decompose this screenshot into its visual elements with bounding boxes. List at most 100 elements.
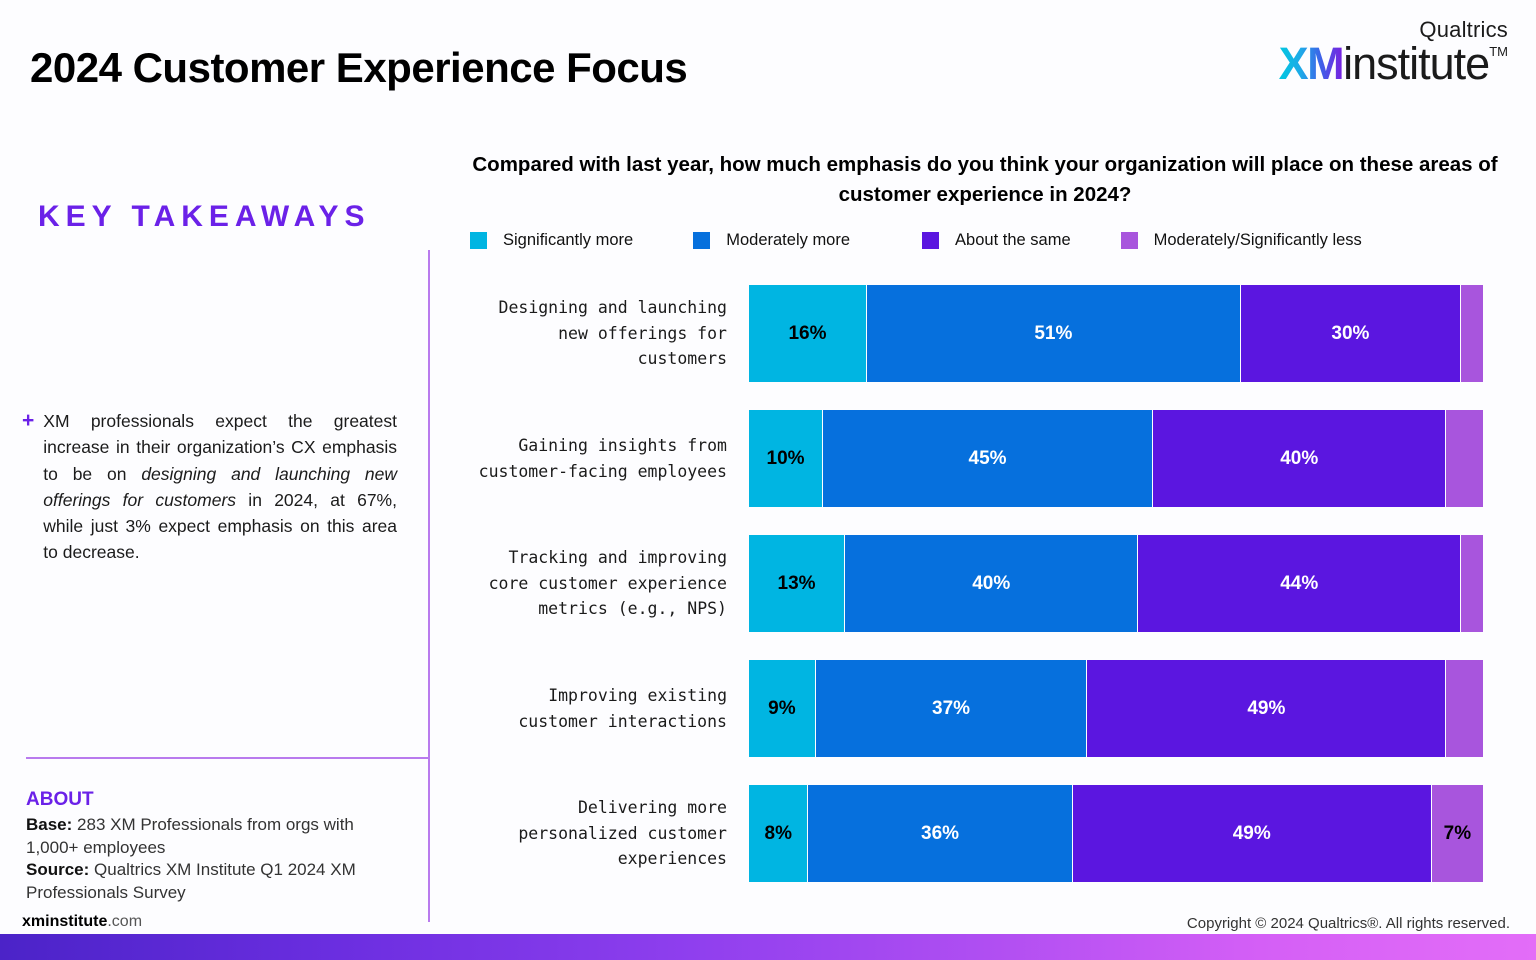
- bar-segment[interactable]: 49%: [1072, 785, 1432, 882]
- bar-segment-value: 8%: [764, 822, 792, 844]
- bar-segment-value: 40%: [1280, 447, 1319, 469]
- bar-segment-value: 10%: [766, 447, 805, 469]
- legend-item-1[interactable]: Moderately more: [693, 231, 850, 250]
- bar-segment[interactable]: 37%: [815, 660, 1088, 757]
- stacked-bar: 13% 40% 44%: [749, 535, 1484, 632]
- chart-row-label-line: customer-facing employees: [478, 461, 727, 481]
- stacked-bar: 8% 36% 49% 7%: [749, 785, 1483, 882]
- copyright-text: Copyright © 2024 Qualtrics®. All rights …: [1186, 915, 1510, 932]
- bar-segment-value: 16%: [788, 322, 827, 344]
- bar-segment-value: 49%: [1232, 822, 1271, 844]
- chart-row-label-line: Gaining insights from: [518, 435, 727, 455]
- chart-row-label: Designing and launching new offerings for…: [440, 285, 737, 382]
- chart-row: Tracking and improving core customer expe…: [440, 535, 1500, 660]
- chart-row: Improving existing customer interactions 9…: [440, 660, 1500, 785]
- bar-segment[interactable]: 40%: [1153, 410, 1447, 507]
- chart-row-label-line: Delivering more: [577, 798, 727, 818]
- bar-segment[interactable]: 8%: [749, 785, 809, 882]
- bar-segment[interactable]: [1446, 410, 1483, 507]
- chart-bar-rows: Designing and launching new offerings for…: [440, 285, 1500, 910]
- chart-row: Delivering more personalized customer expe…: [440, 785, 1500, 910]
- plus-icon: +: [22, 409, 35, 432]
- bar-segment-value: 49%: [1247, 697, 1286, 719]
- bar-segment-value: 44%: [1280, 572, 1319, 594]
- takeaway-part-2: in 2024, at 67%, while just 3% expect em…: [43, 489, 397, 563]
- xm-institute-logo: Qualtrics XM institute TM: [1279, 18, 1508, 86]
- bar-segment[interactable]: 40%: [845, 535, 1139, 632]
- about-source-label: Source:: [26, 860, 90, 880]
- website-link[interactable]: xminstitute.com: [22, 913, 142, 931]
- chart-row-label-line: personalized customer: [518, 823, 727, 843]
- chart-row-label-line: core customer experience: [488, 573, 727, 593]
- about-base-value: 283 XM Professionals from orgs with 1,00…: [26, 815, 354, 857]
- page-title: 2024 Customer Experience Focus: [30, 44, 688, 91]
- chart-question-title: Compared with last year, how much emphas…: [472, 153, 1498, 207]
- bar-segment[interactable]: 7%: [1431, 785, 1483, 882]
- bar-segment[interactable]: [1461, 285, 1483, 382]
- stacked-bar: 10% 45% 40%: [749, 410, 1483, 507]
- legend-swatch-icon: [693, 232, 711, 249]
- bar-segment[interactable]: 16%: [749, 285, 867, 382]
- chart-row-label-line: Improving existing: [548, 685, 727, 705]
- logo-trademark-icon: TM: [1489, 44, 1508, 60]
- takeaway-part-1: XM professionals expect the greatest inc…: [43, 411, 397, 484]
- legend-label: Moderately more: [726, 231, 851, 249]
- bar-segment-value: 30%: [1331, 322, 1370, 344]
- chart-row-label: Delivering more personalized customer expe…: [440, 785, 737, 882]
- vertical-divider: [428, 250, 430, 922]
- legend-item-0[interactable]: Significantly more: [470, 231, 633, 250]
- bar-segment-value: 45%: [968, 447, 1007, 469]
- key-takeaway-item: + XM professionals expect the greatest i…: [22, 408, 397, 566]
- bar-segment[interactable]: 51%: [866, 285, 1241, 382]
- stacked-bar: 9% 37% 49%: [749, 660, 1483, 757]
- bar-segment[interactable]: 13%: [749, 535, 846, 632]
- chart-row-label-line: metrics (e.g., NPS): [538, 599, 727, 619]
- bar-segment[interactable]: 9%: [749, 660, 816, 757]
- about-source-line: Source: Qualtrics XM Institute Q1 2024 X…: [26, 859, 401, 904]
- chart-row-label-line: Designing and launching: [498, 298, 727, 318]
- legend-label: Moderately/Significantly less: [1153, 231, 1362, 249]
- bar-segment[interactable]: [1461, 535, 1484, 632]
- chart-row-label: Tracking and improving core customer expe…: [440, 535, 737, 632]
- website-tld: .com: [107, 913, 143, 930]
- legend-swatch-icon: [922, 232, 940, 249]
- website-name: xminstitute: [22, 913, 108, 930]
- bar-segment[interactable]: 10%: [749, 410, 824, 507]
- chart-row: Gaining insights from customer-facing emp…: [440, 410, 1500, 535]
- takeaway-emphasis: designing and launching new offerings fo…: [43, 463, 397, 510]
- bar-segment-value: 7%: [1443, 822, 1472, 844]
- chart-row-label-line: experiences: [617, 849, 727, 869]
- footer-gradient-bar: [0, 934, 1536, 960]
- chart-row-label-line: customer interactions: [518, 711, 727, 731]
- about-heading: ABOUT: [26, 789, 94, 810]
- bar-segment-value: 37%: [932, 697, 971, 719]
- key-takeaway-text: XM professionals expect the greatest inc…: [43, 408, 397, 566]
- chart-row-label: Improving existing customer interactions: [440, 660, 737, 757]
- bar-segment-value: 13%: [777, 572, 816, 594]
- key-takeaways-heading: KEY TAKEAWAYS: [38, 200, 371, 233]
- legend-label: About the same: [955, 231, 1071, 249]
- chart-row-label-line: customers: [637, 349, 727, 369]
- bar-segment-value: 9%: [768, 697, 796, 719]
- legend-item-2[interactable]: About the same: [922, 231, 1071, 250]
- horizontal-divider: [26, 757, 429, 759]
- chart-legend: Significantly more Moderately more About t…: [470, 231, 1480, 250]
- bar-segment-value: 40%: [972, 572, 1011, 594]
- logo-brand-text: Qualtrics: [1419, 17, 1508, 42]
- legend-item-3[interactable]: Moderately/Significantly less: [1120, 231, 1362, 250]
- bar-segment[interactable]: 44%: [1138, 535, 1462, 632]
- bar-segment[interactable]: 36%: [808, 785, 1073, 882]
- stacked-bar: 16% 51% 30%: [749, 285, 1483, 382]
- bar-segment[interactable]: [1446, 660, 1483, 757]
- legend-label: Significantly more: [503, 231, 634, 249]
- bar-segment[interactable]: 45%: [823, 410, 1154, 507]
- bar-segment[interactable]: 49%: [1087, 660, 1447, 757]
- bar-segment[interactable]: 30%: [1240, 285, 1462, 382]
- bar-segment-value: 51%: [1034, 322, 1073, 344]
- chart-row: Designing and launching new offerings for…: [440, 285, 1500, 410]
- logo-institute-text: institute: [1343, 38, 1490, 90]
- bar-segment-value: 36%: [921, 822, 960, 844]
- about-base-label: Base:: [26, 815, 73, 834]
- about-base-line: Base: 283 XM Professionals from orgs wit…: [26, 814, 401, 859]
